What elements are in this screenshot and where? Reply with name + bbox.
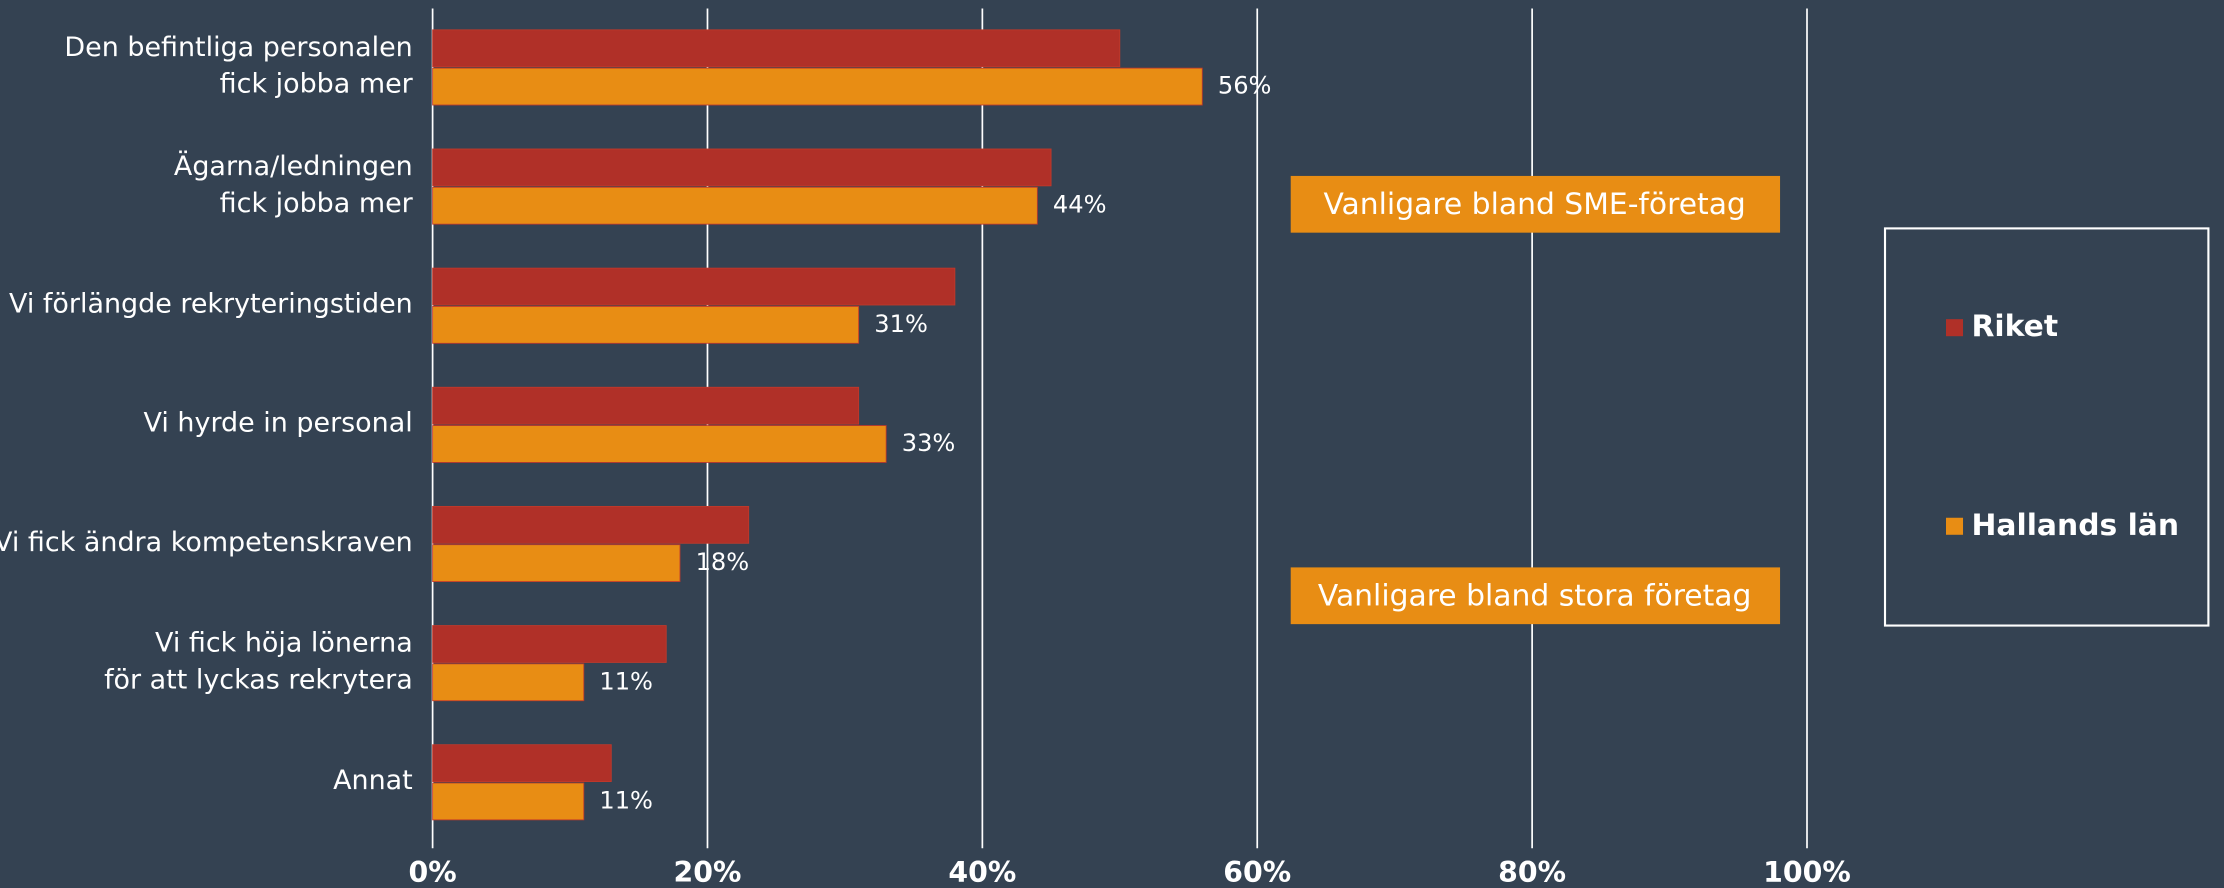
value-label: 56% [1218,72,1272,100]
y-tick-label: Vi förlängde rekryteringstiden [9,288,413,319]
y-tick-label: Vi fick höja lönerna [155,627,413,658]
value-label: 44% [1053,191,1107,219]
value-label: 33% [902,429,956,457]
bar [432,505,750,544]
bar [432,267,956,306]
y-tick-label: Vi fick ändra kompetenskraven [0,527,413,558]
bar [432,663,585,702]
bar [432,148,1052,187]
bar [432,425,887,463]
annotation: Vanligare bland stora företag [1318,579,1752,614]
legend-swatch [1946,319,1964,337]
y-tick-label: Annat [333,765,413,796]
bar [432,625,667,663]
legend-swatch [1946,517,1964,535]
x-tick-label: 60% [1223,856,1291,888]
y-tick-label: fick jobba mer [220,69,414,100]
value-label: 31% [874,310,928,338]
legend-box [1883,227,2210,627]
x-tick-label: 20% [674,856,742,888]
y-tick-label: Den befintliga personalen [64,32,412,63]
bar [432,29,1121,68]
annotation: Vanligare bland SME-företag [1324,187,1746,222]
x-tick-label: 40% [948,856,1016,888]
y-tick-label: fick jobba mer [220,188,414,219]
y-tick-label: Vi hyrde in personal [144,408,413,439]
value-label: 18% [696,548,750,576]
legend-label: Riket [1972,309,2059,344]
bar [432,67,1203,106]
bar [432,782,585,821]
y-tick-label: för att lyckas rekrytera [104,664,413,695]
bar [432,744,612,782]
x-tick-label: 0% [409,856,457,888]
bar [432,186,1038,225]
annotation-box [1290,175,1781,233]
legend-label: Hallands län [1972,508,2180,543]
bar [432,305,860,344]
y-tick-label: Ägarna/ledningen [174,150,413,182]
x-tick-label: 100% [1763,856,1851,888]
bar [432,544,681,583]
bar [432,386,860,425]
x-tick-label: 80% [1498,856,1566,888]
annotation-box [1290,567,1781,625]
value-label: 11% [599,667,653,695]
value-label: 11% [599,786,653,814]
